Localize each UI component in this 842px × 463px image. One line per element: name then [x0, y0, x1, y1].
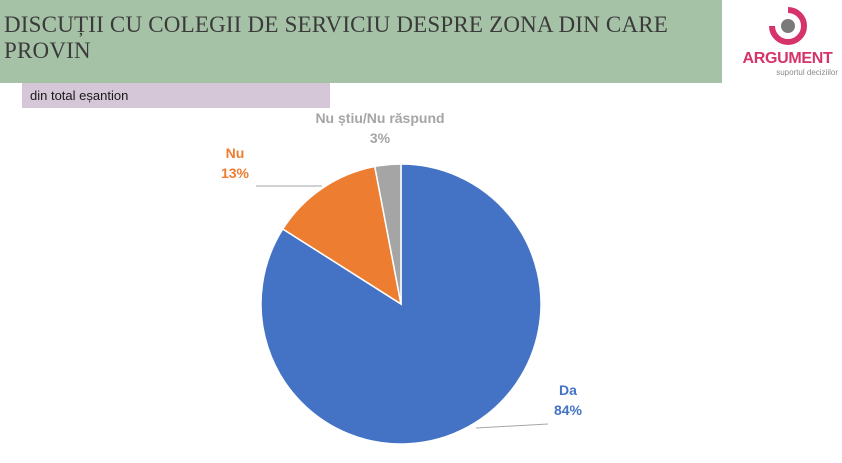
slice-value-da: 84% [554, 402, 583, 418]
slice-label-nu-stiu-nu-raspund: Nu știu/Nu răspund [315, 110, 444, 126]
slice-label-da: Da [559, 382, 577, 398]
logo: ARGUMENT suportul deciziilor [735, 4, 840, 80]
leader-line-da [475, 423, 549, 429]
subtitle: din total eșantion [30, 88, 129, 103]
pie-slice-da [260, 163, 542, 445]
logo-name: ARGUMENT [742, 50, 833, 67]
pie-slice-nu-stiu-nu-raspund [373, 163, 402, 305]
slice-label-nu: Nu [226, 145, 245, 161]
page-title: DISCUȚII CU COLEGII DE SERVICIU DESPRE Z… [4, 12, 669, 63]
slice-value-nu: 13% [221, 165, 250, 181]
title-band: DISCUȚII CU COLEGII DE SERVICIU DESPRE Z… [0, 0, 722, 83]
logo-tagline: suportul deciziilor [776, 68, 838, 77]
slice-value-nu-stiu-nu-raspund: 3% [370, 130, 391, 146]
logo-mark-icon [768, 6, 807, 45]
pie-slice-nu [281, 165, 403, 306]
subtitle-band: din total eșantion [22, 83, 330, 108]
